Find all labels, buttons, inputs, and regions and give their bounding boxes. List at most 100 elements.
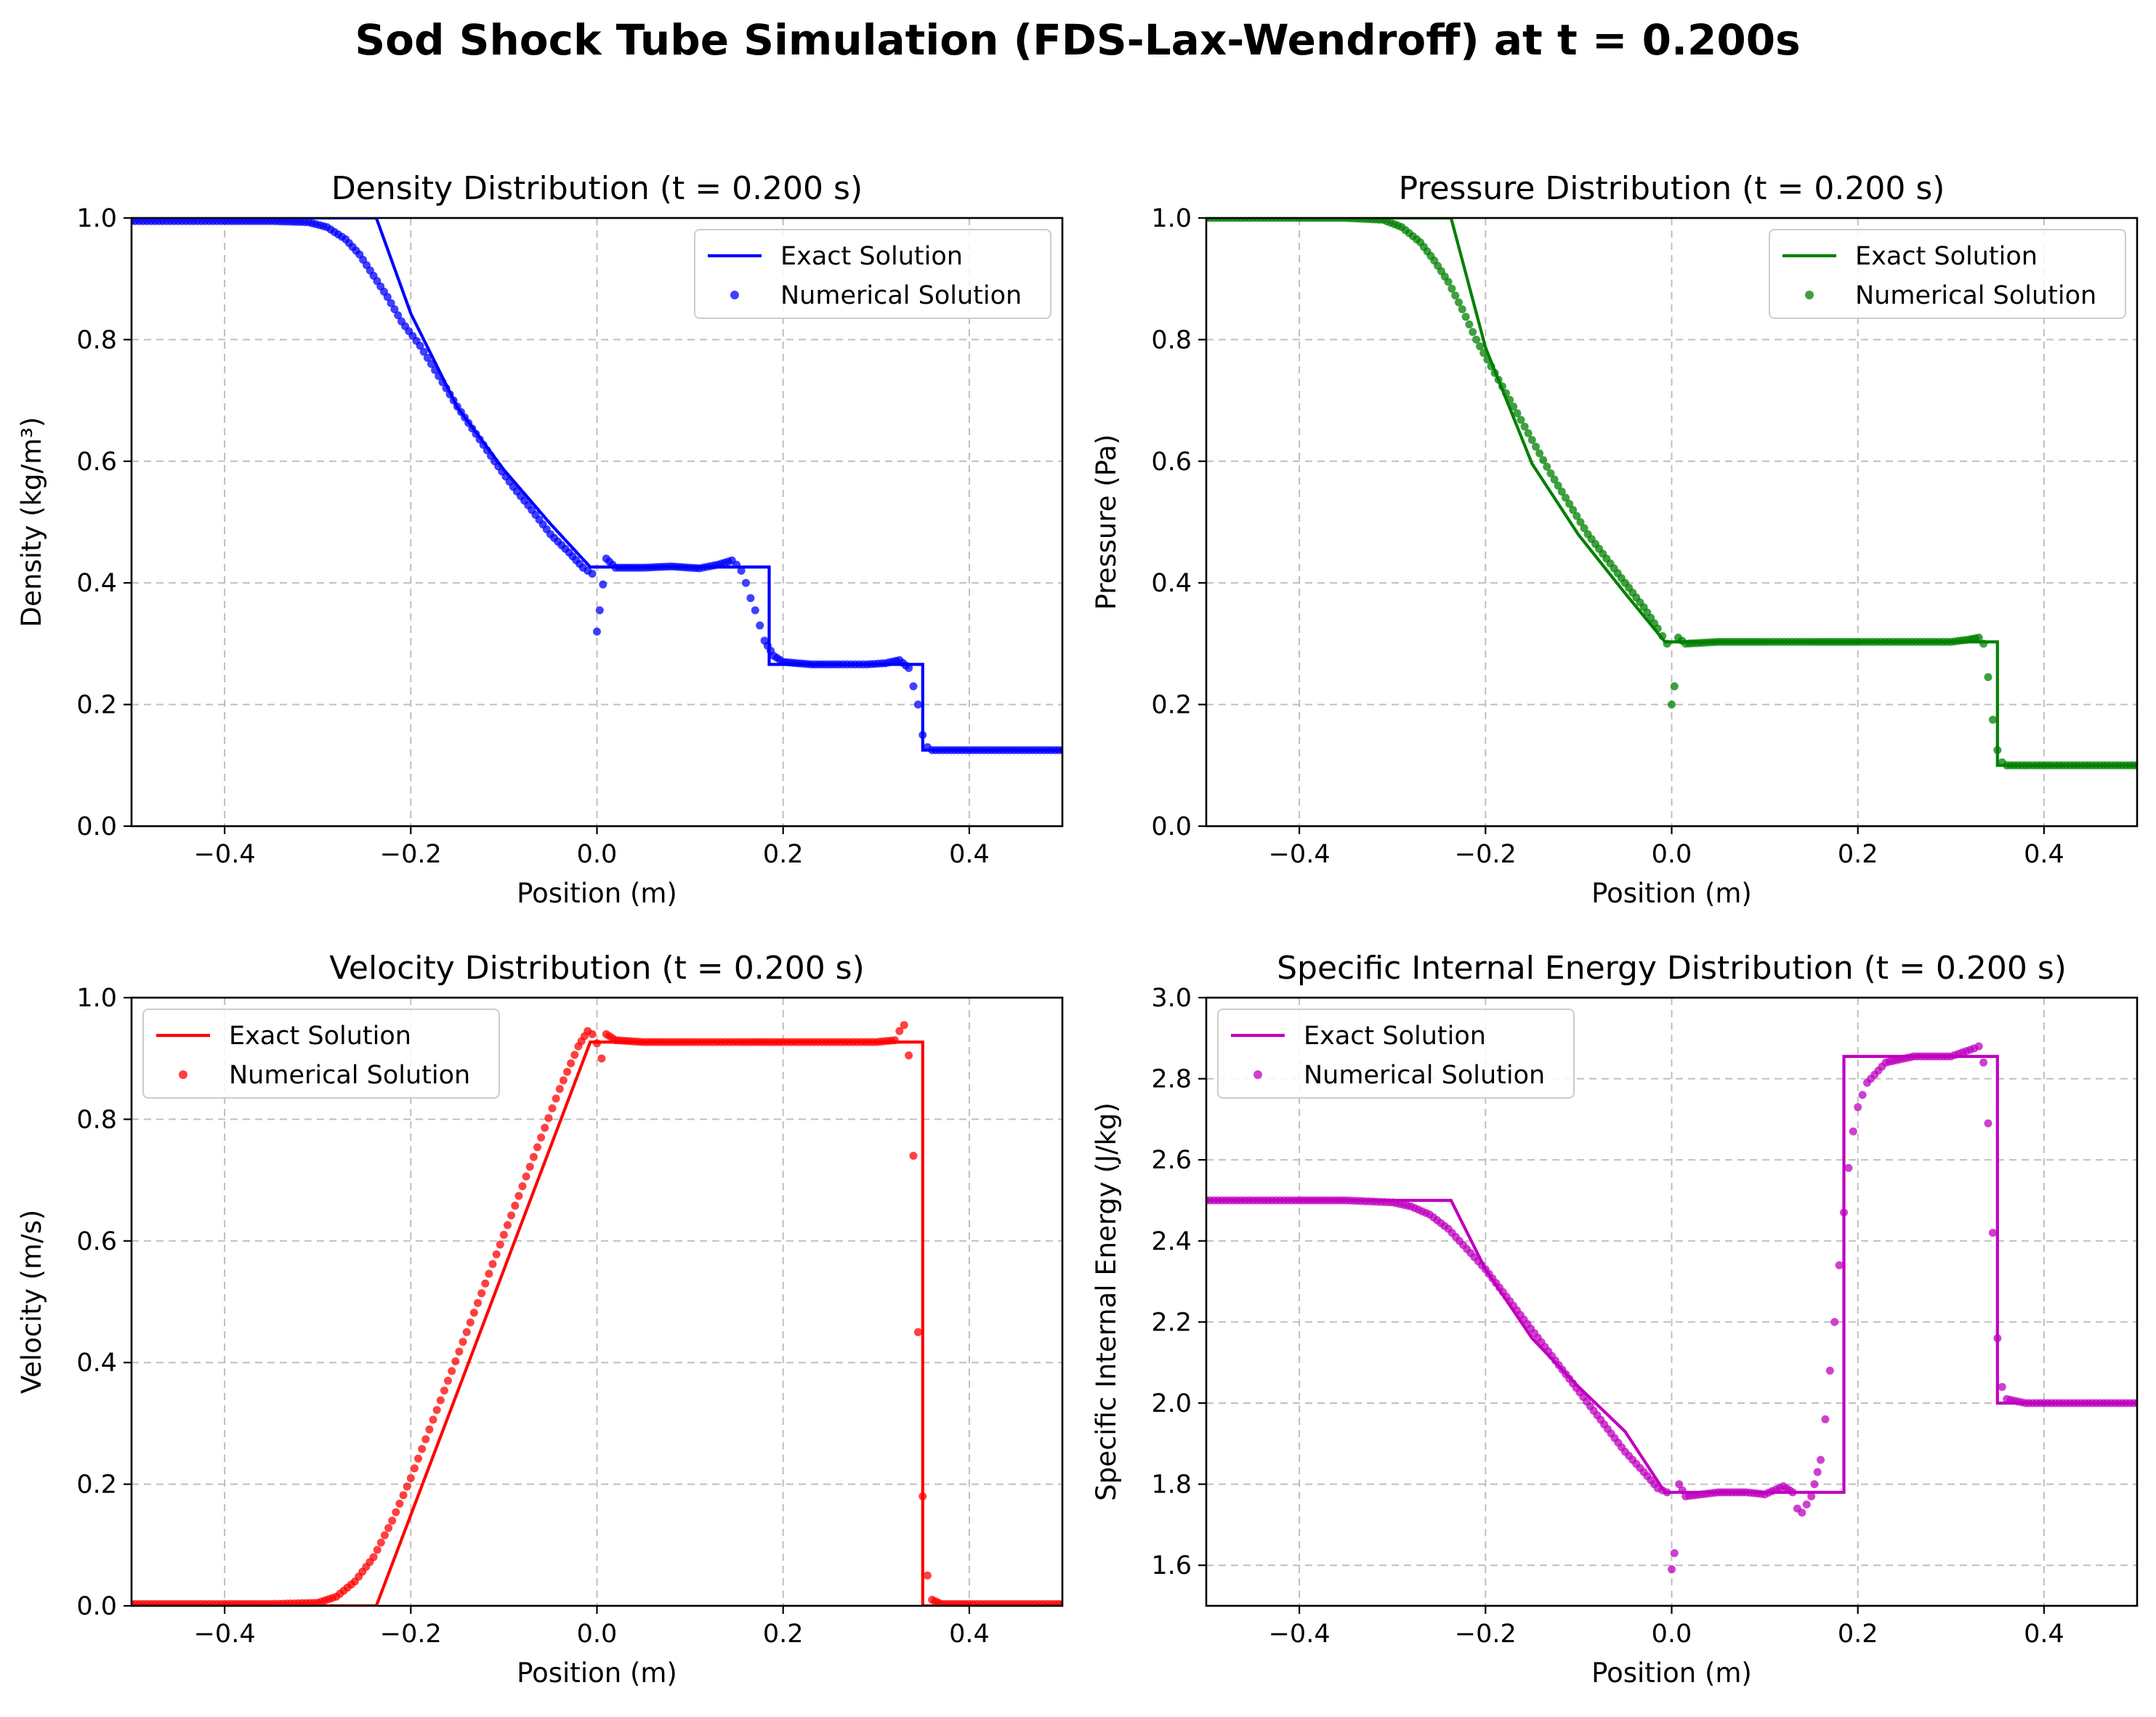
energy-data-point xyxy=(1835,1261,1844,1269)
energy-x-axis-label: Position (m) xyxy=(1591,1657,1752,1689)
velocity-data-point xyxy=(451,1357,460,1365)
velocity-data-point xyxy=(1058,1600,1062,1606)
velocity-data-point xyxy=(444,1376,452,1385)
velocity-legend-exact-label: Exact Solution xyxy=(229,1022,411,1051)
pressure-data-point xyxy=(1527,436,1536,444)
velocity-data-point xyxy=(384,1524,393,1532)
pressure-ytick-label: 0.6 xyxy=(1151,448,1192,477)
density-data-point xyxy=(394,311,403,320)
energy-ytick-label: 1.8 xyxy=(1151,1471,1192,1500)
pressure-data-point xyxy=(1535,449,1544,458)
velocity-data-point xyxy=(376,1538,385,1547)
pressure-data-point xyxy=(1554,481,1562,490)
velocity-data-point xyxy=(418,1445,427,1453)
energy-data-point xyxy=(1984,1119,1993,1128)
density-legend-marker-handle xyxy=(730,291,739,299)
velocity-ytick-label: 0.0 xyxy=(76,1592,117,1621)
density-chart: −0.4 −0.2 0.0 0.2 0.4 0.0 0.2 0.4 0.6 0.8 1.0 Densi… xyxy=(16,170,1064,909)
velocity-numerical-series xyxy=(132,1021,1062,1606)
energy-data-point xyxy=(1830,1317,1839,1326)
velocity-data-point xyxy=(469,1309,478,1317)
velocity-y-axis-label: Velocity (m/s) xyxy=(16,1210,47,1394)
pressure-data-point xyxy=(1469,328,1477,336)
pressure-data-point xyxy=(1974,634,1983,642)
pressure-y-axis-label: Pressure (Pa) xyxy=(1091,435,1122,610)
density-exact-line xyxy=(132,218,1062,752)
density-ytick-label: 0.6 xyxy=(76,448,117,477)
energy-xtick-label: −0.4 xyxy=(1269,1620,1331,1649)
pressure-data-point xyxy=(1502,389,1510,397)
density-data-point xyxy=(737,567,746,575)
pressure-data-point xyxy=(1476,342,1485,351)
pressure-ytick-label: 0.4 xyxy=(1151,569,1192,598)
density-numerical-series xyxy=(132,218,1062,754)
pressure-legend-numerical-label: Numerical Solution xyxy=(1855,281,2096,310)
velocity-data-point xyxy=(488,1260,497,1269)
density-plot-area xyxy=(132,218,1062,754)
velocity-data-point xyxy=(477,1289,486,1298)
pressure-data-point xyxy=(1539,456,1548,464)
velocity-data-point xyxy=(403,1482,411,1491)
velocity-data-point xyxy=(923,1571,932,1580)
pressure-xtick-label: 0.2 xyxy=(1838,840,1878,869)
velocity-data-point xyxy=(448,1367,456,1375)
pressure-data-point xyxy=(1663,639,1671,648)
density-legend: Exact Solution Numerical Solution xyxy=(694,229,1051,319)
density-chart-title: Density Distribution (t = 0.200 s) xyxy=(331,170,863,207)
density-xtick-label: 0.0 xyxy=(577,840,618,869)
energy-plot-area xyxy=(1206,1042,2137,1574)
energy-data-point xyxy=(1678,1486,1687,1495)
density-xtick-label: 0.2 xyxy=(763,840,804,869)
velocity-data-point xyxy=(459,1338,467,1346)
pressure-data-point xyxy=(1494,376,1503,384)
pressure-data-point xyxy=(1658,631,1667,640)
velocity-data-point xyxy=(918,1492,927,1500)
density-legend-box xyxy=(694,229,1051,319)
velocity-data-point xyxy=(462,1328,471,1336)
pressure-legend-exact-label: Exact Solution xyxy=(1855,242,2038,271)
density-data-point xyxy=(445,390,454,399)
velocity-legend-numerical-label: Numerical Solution xyxy=(229,1061,470,1090)
velocity-xtick-label: 0.4 xyxy=(949,1620,990,1649)
velocity-data-point xyxy=(511,1201,520,1210)
pressure-legend-marker-handle xyxy=(1805,291,1814,299)
velocity-data-point xyxy=(395,1499,404,1508)
velocity-data-point xyxy=(380,1531,389,1540)
pressure-data-point xyxy=(1455,298,1463,307)
energy-data-point xyxy=(1663,1488,1671,1497)
density-data-point xyxy=(756,621,764,630)
pressure-numerical-series xyxy=(1206,218,2137,769)
velocity-data-point xyxy=(455,1347,464,1356)
pressure-xtick-label: 0.4 xyxy=(2024,840,2064,869)
density-data-point xyxy=(435,372,443,381)
density-ytick-label: 0.0 xyxy=(76,812,117,841)
pressure-data-point xyxy=(1984,673,1993,682)
pressure-data-point xyxy=(1490,368,1499,377)
velocity-ytick-label: 0.4 xyxy=(76,1349,117,1378)
pressure-data-point xyxy=(2133,761,2137,769)
pressure-legend: Exact Solution Numerical Solution xyxy=(1769,229,2126,319)
pressure-data-point xyxy=(1550,475,1559,484)
energy-data-point xyxy=(1844,1163,1853,1172)
density-xtick-label: 0.4 xyxy=(949,840,990,869)
velocity-data-point xyxy=(485,1269,493,1278)
velocity-data-point xyxy=(548,1104,557,1112)
velocity-data-point xyxy=(544,1114,553,1123)
pressure-data-point xyxy=(1513,409,1522,418)
density-ytick-label: 1.0 xyxy=(76,204,117,233)
pressure-data-point xyxy=(1479,349,1488,357)
velocity-data-point xyxy=(559,1076,568,1085)
energy-data-point xyxy=(1974,1042,1983,1051)
pressure-data-point xyxy=(1988,716,1997,724)
velocity-data-point xyxy=(432,1406,441,1414)
velocity-data-point xyxy=(507,1211,516,1220)
energy-numerical-series xyxy=(1206,1042,2137,1574)
velocity-data-point xyxy=(905,1051,913,1059)
pressure-data-point xyxy=(1565,499,1574,508)
energy-data-point xyxy=(1988,1229,1997,1237)
pressure-x-axis-label: Position (m) xyxy=(1591,878,1752,909)
pressure-data-point xyxy=(1576,518,1585,526)
density-ytick-label: 0.8 xyxy=(76,326,117,355)
figure-title: Sod Shock Tube Simulation (FDS-Lax-Wendr… xyxy=(355,15,1800,65)
pressure-data-point xyxy=(1458,305,1466,314)
